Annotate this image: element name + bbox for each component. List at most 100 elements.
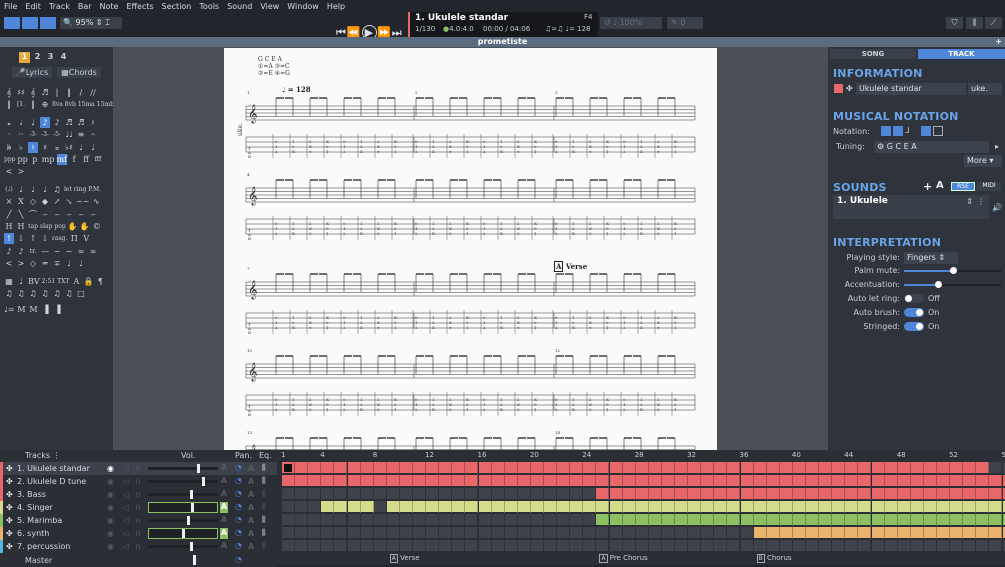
palette-tool-icon[interactable]: ‖	[64, 87, 74, 98]
mixer-icon[interactable]: ⫼	[966, 17, 983, 29]
slider-handle[interactable]	[935, 281, 942, 288]
bar-cell-filled[interactable]	[662, 514, 675, 526]
sound-item[interactable]: 1. Ukulele ⇕ ⋮	[833, 195, 989, 219]
bar-cell-filled[interactable]	[636, 488, 649, 500]
bar-cell-filled[interactable]	[924, 527, 937, 539]
bar-cell-filled[interactable]	[924, 488, 937, 500]
palette-tool-icon[interactable]: f	[69, 154, 79, 165]
palette-tool-icon[interactable]: slap	[40, 221, 52, 232]
bar-cell-filled[interactable]	[413, 462, 426, 474]
bar-cell-filled[interactable]	[806, 501, 819, 513]
bar-cell-filled[interactable]	[557, 475, 570, 487]
bar-cell-empty[interactable]	[334, 527, 347, 539]
palette-tool-icon[interactable]: -5-	[52, 129, 62, 140]
palette-tool-icon[interactable]: ▐	[40, 304, 50, 315]
bar-cell-empty[interactable]	[334, 514, 347, 526]
bar-cell-filled[interactable]	[989, 514, 1002, 526]
palette-tool-icon[interactable]: 𝄪	[52, 142, 62, 153]
bar-cell-empty[interactable]	[596, 540, 609, 552]
bar-cell-filled[interactable]	[806, 488, 819, 500]
palette-tool-icon[interactable]: H	[16, 221, 26, 232]
bar-cell-empty[interactable]	[479, 527, 492, 539]
bar-cell-filled[interactable]	[767, 514, 780, 526]
palette-tool-icon[interactable]: ▐	[52, 304, 62, 315]
bar-cell-empty[interactable]	[531, 540, 544, 552]
bar-cell-filled[interactable]	[675, 475, 688, 487]
palette-tool-icon[interactable]: -3-	[40, 129, 50, 140]
bar-cell-empty[interactable]	[361, 514, 374, 526]
bar-cell-filled[interactable]	[937, 488, 950, 500]
bar-cell-empty[interactable]	[924, 540, 937, 552]
palette-tool-icon[interactable]: ◆	[40, 196, 50, 207]
bar-cell-empty[interactable]	[701, 540, 714, 552]
bar-cell-filled[interactable]	[976, 462, 989, 474]
bar-cell-filled[interactable]	[596, 501, 609, 513]
bar-cell-filled[interactable]	[819, 462, 832, 474]
bar-cell-filled[interactable]	[662, 475, 675, 487]
bar-cell-filled[interactable]	[793, 475, 806, 487]
bar-cell-empty[interactable]	[872, 540, 885, 552]
pan-knob[interactable]: ◔	[235, 463, 242, 472]
palette-tool-icon[interactable]: ↓	[16, 233, 26, 244]
bar-cell-empty[interactable]	[649, 540, 662, 552]
bar-cell-filled[interactable]	[636, 462, 649, 474]
section-marker[interactable]: B Chorus	[757, 554, 792, 562]
bar-cell-empty[interactable]	[583, 514, 596, 526]
palette-tool-icon[interactable]: BV	[28, 276, 40, 287]
bar-cell-filled[interactable]	[662, 501, 675, 513]
bar-cell-empty[interactable]	[937, 540, 950, 552]
visibility-eye-icon[interactable]: ◉	[107, 516, 114, 525]
bar-cell-empty[interactable]	[531, 514, 544, 526]
visibility-eye-icon[interactable]: ◉	[107, 477, 114, 486]
bar-cell-filled[interactable]	[583, 475, 596, 487]
bar-cell-empty[interactable]	[767, 540, 780, 552]
bar-cell-filled[interactable]	[282, 475, 295, 487]
bar-cell-empty[interactable]	[714, 540, 727, 552]
bar-cell-filled[interactable]	[701, 475, 714, 487]
bar-cell-empty[interactable]	[675, 527, 688, 539]
bar-cell-empty[interactable]	[583, 540, 596, 552]
pan-automation-icon[interactable]: A	[248, 477, 254, 486]
bar-cell-empty[interactable]	[610, 540, 623, 552]
bar-cell-filled[interactable]	[321, 475, 334, 487]
palette-tool-icon[interactable]: ↑	[28, 233, 38, 244]
palette-tool-icon[interactable]: ⌒	[28, 209, 38, 220]
bar-cell-empty[interactable]	[793, 540, 806, 552]
bar-cell-empty[interactable]	[727, 527, 740, 539]
pan-knob[interactable]: ◔	[235, 515, 242, 524]
bar-cell-filled[interactable]	[872, 514, 885, 526]
bar-cell-filled[interactable]	[793, 462, 806, 474]
section-marker[interactable]: A Pre Chorus	[599, 554, 647, 562]
bar-cell-filled[interactable]	[426, 462, 439, 474]
bar-cell-filled[interactable]	[793, 514, 806, 526]
midi-button[interactable]: MIDI	[977, 182, 1001, 191]
bar-cell-filled[interactable]	[898, 488, 911, 500]
bar-cell-filled[interactable]	[885, 462, 898, 474]
palette-tool-icon[interactable]: ╱	[4, 209, 14, 220]
bar-cell-filled[interactable]	[845, 501, 858, 513]
bar-cell-empty[interactable]	[348, 514, 361, 526]
volume-handle[interactable]	[187, 516, 190, 525]
volume-handle[interactable]	[182, 529, 185, 538]
bar-cell-filled[interactable]	[976, 488, 989, 500]
palette-tool-icon[interactable]: ♫	[52, 184, 62, 195]
palette-tool-icon[interactable]: ✋	[68, 221, 78, 232]
bar-cell-empty[interactable]	[754, 540, 767, 552]
palette-tool-icon[interactable]: ♪	[4, 246, 14, 257]
bar-cell-filled[interactable]	[845, 462, 858, 474]
bar-cell-filled[interactable]	[610, 514, 623, 526]
track-short-name-field[interactable]: uke.	[968, 83, 1002, 95]
bar-cell-empty[interactable]	[479, 514, 492, 526]
eq-icon[interactable]: ⫼	[262, 489, 266, 499]
menu-section[interactable]: Section	[158, 0, 196, 12]
bar-cell-filled[interactable]	[950, 462, 963, 474]
bar-cell-empty[interactable]	[295, 514, 308, 526]
bar-cell-filled[interactable]	[623, 462, 636, 474]
bar-cell-empty[interactable]	[334, 540, 347, 552]
bar-cell-filled[interactable]	[937, 514, 950, 526]
bar-cell-empty[interactable]	[426, 514, 439, 526]
palette-tool-icon[interactable]: p	[30, 154, 40, 165]
palette-tool-icon[interactable]: let ring	[64, 184, 86, 195]
bar-cell-empty[interactable]	[518, 488, 531, 500]
bar-cell-empty[interactable]	[426, 488, 439, 500]
